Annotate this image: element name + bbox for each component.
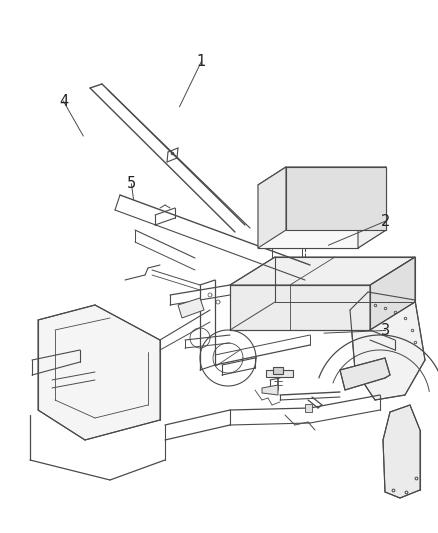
Polygon shape xyxy=(350,292,425,400)
Polygon shape xyxy=(230,257,415,285)
Polygon shape xyxy=(38,305,160,440)
Polygon shape xyxy=(305,404,312,412)
Polygon shape xyxy=(383,405,420,498)
Text: 5: 5 xyxy=(127,176,136,191)
Polygon shape xyxy=(273,367,283,374)
Polygon shape xyxy=(230,285,370,330)
Polygon shape xyxy=(358,167,386,248)
Text: 1: 1 xyxy=(197,54,206,69)
Polygon shape xyxy=(286,167,386,230)
Polygon shape xyxy=(258,167,286,248)
Polygon shape xyxy=(370,257,415,330)
Polygon shape xyxy=(258,167,386,185)
Text: 3: 3 xyxy=(381,323,390,338)
Polygon shape xyxy=(258,185,358,248)
Polygon shape xyxy=(340,358,390,390)
Polygon shape xyxy=(178,298,204,318)
Text: 2: 2 xyxy=(381,214,390,229)
Text: 4: 4 xyxy=(59,94,68,109)
Polygon shape xyxy=(262,385,278,395)
Polygon shape xyxy=(266,370,293,377)
